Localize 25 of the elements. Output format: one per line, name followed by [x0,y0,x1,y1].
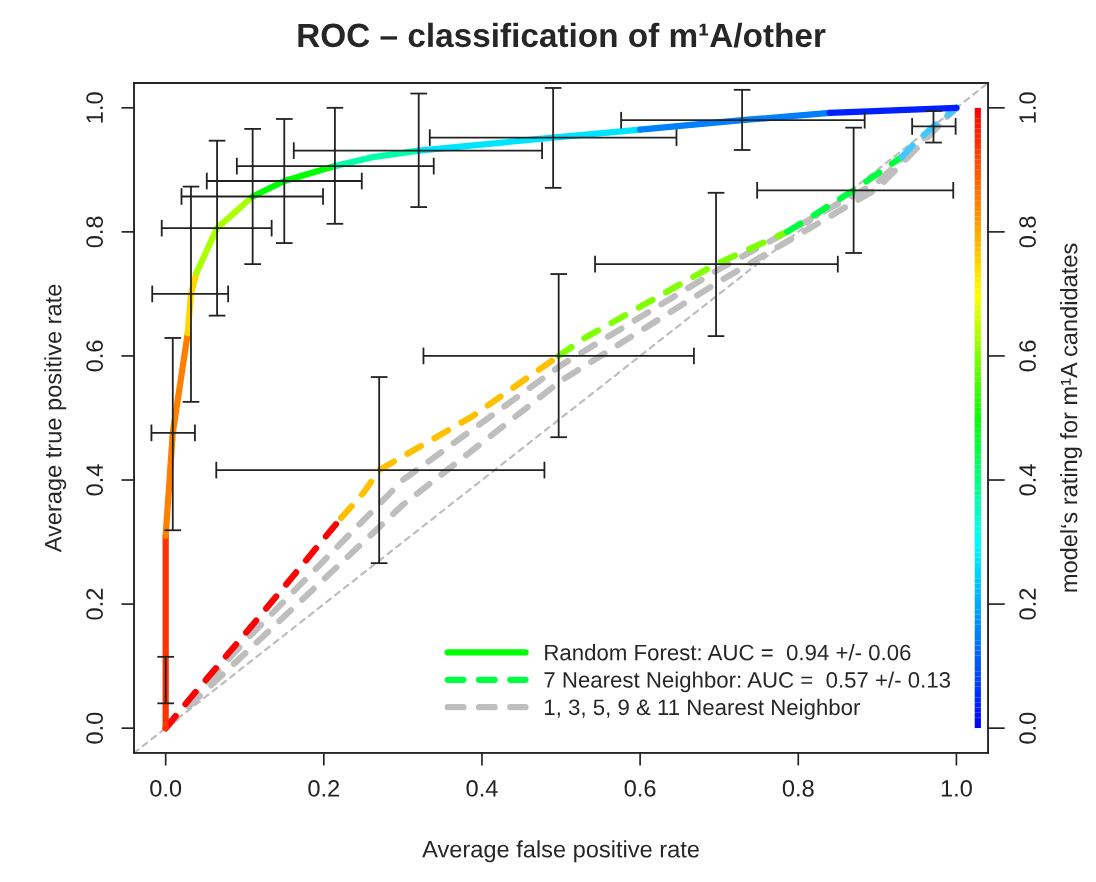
y-tick-label: 1.0 [86,92,103,123]
x-tick-label: 0.4 [466,779,498,797]
legend-label: 1, 3, 5, 9 & 11 Nearest Neighbor [545,698,861,720]
chart-title: ROC – classification of m¹A/other [298,22,826,48]
x-tick-label: 0.6 [624,779,656,797]
x-tick-label: 1.0 [941,779,972,797]
legend-label: 7 Nearest Neighbor: AUC = 0.57 +/- 0.13 [544,671,951,693]
y2-tick-label: 0.4 [1019,464,1036,496]
y2-tick-label: 0.8 [1019,216,1036,248]
y-axis-title: Average true positive rate [44,284,67,553]
y2-tick-label: 0.6 [1019,340,1036,372]
y2-tick-label: 1.0 [1019,92,1036,123]
x-tick-label: 0.8 [782,779,814,797]
x-axis-title: Average false positive rate [422,840,699,863]
legend-label: Random Forest: AUC = 0.94 +/- 0.06 [545,644,911,661]
y2-tick-label: 0.2 [1019,588,1036,620]
y-tick-label: 0.4 [86,464,103,496]
y-tick-label: 0.0 [86,712,103,744]
y-tick-label: 0.8 [86,216,103,248]
y-tick-label: 0.6 [86,340,103,372]
y-tick-label: 0.2 [86,588,103,620]
y2-tick-label: 0.0 [1019,712,1036,744]
y2-axis-title: model‘s rating for m¹A candidates [1060,243,1083,592]
x-tick-label: 0.0 [150,779,182,797]
x-tick-label: 0.2 [308,779,340,797]
